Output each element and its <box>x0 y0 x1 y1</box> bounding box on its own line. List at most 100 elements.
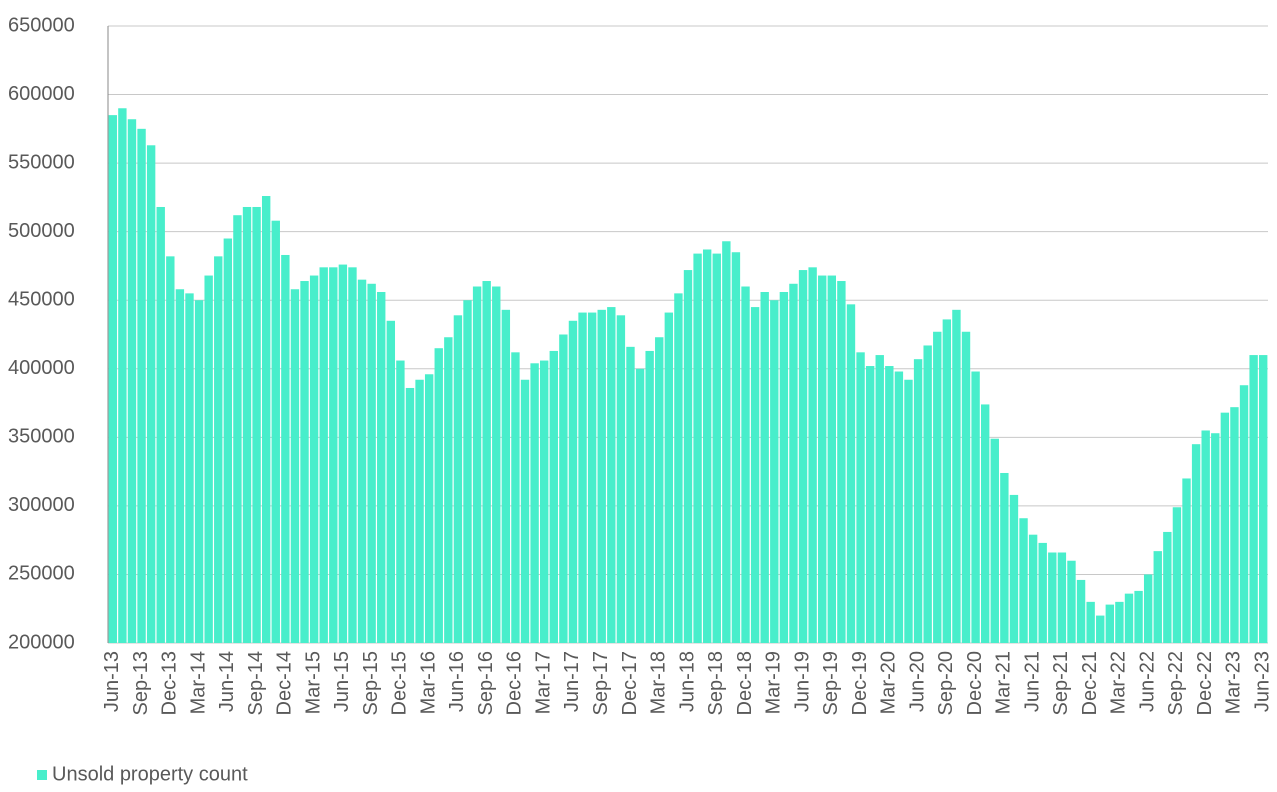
x-tick-label: Jun-14 <box>216 651 238 712</box>
bar <box>645 350 654 643</box>
bar <box>271 220 280 643</box>
bar <box>175 289 185 643</box>
bar <box>309 275 319 643</box>
bar <box>1124 593 1134 643</box>
bar <box>1048 552 1057 643</box>
bar <box>885 366 894 643</box>
bar <box>127 119 137 644</box>
x-tick-label: Dec-22 <box>1194 651 1216 715</box>
bar <box>913 359 923 643</box>
bar <box>1019 518 1028 643</box>
bar <box>214 256 223 643</box>
bar <box>434 348 443 643</box>
bar <box>300 281 309 643</box>
bar <box>568 320 578 643</box>
bar <box>1115 601 1124 643</box>
bar <box>578 312 587 643</box>
x-tick-label: Mar-22 <box>1108 651 1130 714</box>
bar <box>118 108 127 644</box>
bar <box>1163 531 1172 643</box>
x-tick-label: Mar-23 <box>1223 651 1245 714</box>
bar <box>990 438 999 643</box>
bar <box>789 283 798 643</box>
y-tick-label: 300000 <box>8 494 75 516</box>
bar <box>865 366 875 643</box>
y-tick-label: 350000 <box>8 426 75 448</box>
bar <box>1134 590 1143 643</box>
bar <box>1172 507 1182 643</box>
x-tick-label: Sep-22 <box>1165 651 1187 716</box>
x-tick-label: Mar-21 <box>993 651 1015 714</box>
bar <box>798 270 808 643</box>
bar <box>1067 560 1076 643</box>
bar <box>616 315 626 643</box>
bar <box>674 293 683 643</box>
y-tick-label: 400000 <box>8 357 75 379</box>
bar <box>904 379 913 643</box>
bar <box>655 337 664 643</box>
bar <box>846 304 856 643</box>
x-tick-label: Jun-22 <box>1136 651 1158 712</box>
x-tick-label: Dec-17 <box>619 651 641 715</box>
legend-label: Unsold property count <box>52 763 248 785</box>
bar <box>511 352 520 643</box>
legend-swatch <box>37 770 47 780</box>
x-tick-label: Dec-13 <box>159 651 181 715</box>
bar <box>952 309 961 643</box>
x-tick-label: Dec-18 <box>734 651 756 715</box>
bar <box>971 371 980 643</box>
bar <box>1143 574 1153 643</box>
bar <box>261 196 271 644</box>
bar <box>463 300 472 643</box>
x-tick-label: Mar-19 <box>763 651 785 714</box>
x-tick-label: Sep-13 <box>130 651 152 716</box>
bar <box>1028 534 1038 643</box>
bar <box>664 312 674 643</box>
bar <box>942 319 952 643</box>
x-tick-label: Sep-17 <box>590 651 612 716</box>
bar <box>1182 478 1191 643</box>
bar <box>635 368 645 643</box>
bar <box>146 145 156 643</box>
x-tick-label: Dec-19 <box>849 651 871 715</box>
bar <box>194 300 204 643</box>
bar <box>894 371 904 643</box>
x-tick-label: Sep-14 <box>245 651 267 716</box>
bar <box>290 289 300 643</box>
bar <box>472 286 482 643</box>
bar <box>770 300 779 643</box>
bar <box>233 215 242 644</box>
bar <box>683 270 693 643</box>
x-tick-label: Dec-20 <box>964 651 986 715</box>
bar <box>108 115 117 644</box>
x-tick-label: Jun-20 <box>906 651 928 712</box>
bar <box>1191 444 1201 643</box>
bar <box>281 254 290 643</box>
x-tick-label: Jun-23 <box>1251 651 1273 712</box>
bar <box>204 275 213 643</box>
bar <box>549 350 558 643</box>
bar <box>357 279 367 643</box>
bar <box>242 206 252 643</box>
x-tick-label: Mar-16 <box>417 651 439 714</box>
x-tick-label: Sep-18 <box>705 651 727 716</box>
y-tick-label: 250000 <box>8 563 75 585</box>
y-tick-label: 200000 <box>8 631 75 653</box>
x-tick-label: Sep-16 <box>475 651 497 716</box>
bar <box>1211 433 1220 643</box>
x-tick-label: Jun-13 <box>101 651 123 712</box>
y-tick-label: 500000 <box>8 220 75 242</box>
x-tick-label: Dec-15 <box>389 651 411 715</box>
bar <box>1057 552 1067 643</box>
bar <box>597 309 606 643</box>
x-tick-label: Sep-20 <box>935 651 957 716</box>
y-tick-label: 600000 <box>8 83 75 105</box>
x-tick-label: Dec-21 <box>1079 651 1101 715</box>
x-tick-label: Jun-15 <box>331 651 353 712</box>
bar <box>252 206 261 643</box>
bar <box>530 363 539 643</box>
x-tick-label: Jun-18 <box>676 651 698 712</box>
bar <box>348 267 357 643</box>
y-tick-label: 650000 <box>8 14 75 36</box>
